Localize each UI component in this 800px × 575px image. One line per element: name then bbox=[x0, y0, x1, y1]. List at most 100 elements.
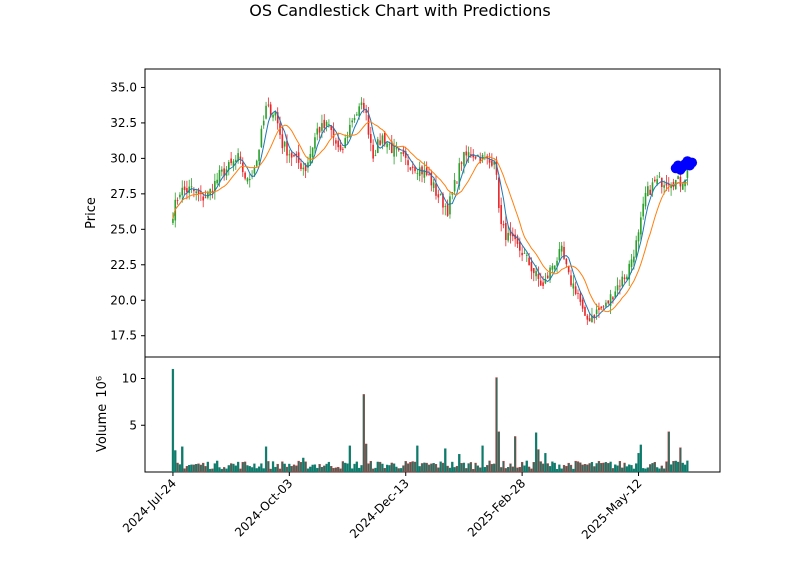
candle-body bbox=[584, 306, 586, 316]
x-tick-label: 2025-May-12 bbox=[579, 476, 645, 542]
candle-body bbox=[328, 124, 330, 125]
volume-bar bbox=[218, 467, 221, 473]
x-tick-label: 2024-Dec-13 bbox=[347, 476, 412, 541]
volume-bar bbox=[385, 464, 389, 473]
candle-body bbox=[356, 114, 358, 116]
volume-bar bbox=[390, 462, 393, 473]
volume-bar bbox=[427, 464, 431, 473]
volume-bar bbox=[632, 468, 635, 473]
volume-bar bbox=[469, 462, 473, 473]
volume-bar bbox=[232, 463, 235, 473]
volume-bar bbox=[306, 468, 310, 473]
volume-bar bbox=[439, 461, 442, 473]
volume-bar bbox=[651, 463, 654, 473]
volume-bar bbox=[574, 460, 577, 473]
candle-body bbox=[616, 285, 619, 291]
price-tick-label: 27.5 bbox=[110, 187, 137, 201]
candle-body bbox=[207, 192, 209, 198]
volume-bar bbox=[562, 464, 566, 473]
candle-body bbox=[474, 156, 477, 159]
candle-body bbox=[565, 258, 568, 265]
volume-bar bbox=[639, 444, 642, 473]
volume-bar bbox=[539, 461, 542, 473]
candle-body bbox=[539, 280, 542, 286]
candle-body bbox=[272, 114, 274, 118]
volume-bar bbox=[334, 467, 338, 473]
volume-bar bbox=[381, 463, 384, 473]
candle-body bbox=[365, 110, 367, 113]
volume-bar bbox=[344, 462, 347, 473]
volume-bar bbox=[595, 463, 598, 473]
candle-body bbox=[658, 176, 661, 178]
volume-bar bbox=[593, 466, 596, 473]
candle-body bbox=[558, 249, 561, 261]
candle-body bbox=[537, 273, 540, 279]
volume-bar bbox=[660, 465, 663, 473]
volume-bar bbox=[285, 466, 289, 473]
volume-bar bbox=[537, 449, 540, 473]
candle-body bbox=[488, 159, 491, 163]
candle-body bbox=[570, 275, 572, 286]
volume-bar bbox=[441, 462, 445, 473]
candle-body bbox=[358, 106, 360, 116]
volume-bar bbox=[404, 461, 407, 473]
candle-body bbox=[549, 267, 551, 280]
candle-body bbox=[414, 166, 416, 172]
volume-bar bbox=[423, 462, 426, 473]
volume-bar bbox=[346, 463, 349, 473]
candle-body bbox=[416, 173, 419, 175]
candle-body bbox=[525, 255, 528, 256]
candle-body bbox=[591, 315, 593, 323]
volume-bar bbox=[204, 466, 207, 473]
candle-body bbox=[586, 315, 589, 320]
candle-body bbox=[372, 144, 374, 159]
volume-bar bbox=[558, 464, 561, 473]
candle-body bbox=[439, 194, 442, 196]
volume-bar bbox=[246, 465, 249, 473]
candle-body bbox=[660, 177, 663, 187]
volume-bar bbox=[611, 468, 615, 473]
volume-bar bbox=[681, 462, 684, 473]
price-axis-label: Price bbox=[84, 197, 99, 229]
candle-body bbox=[637, 232, 640, 242]
volume-tick-label: 10 bbox=[122, 372, 137, 386]
candle-body bbox=[402, 150, 405, 155]
candle-body bbox=[588, 318, 591, 322]
volume-bar bbox=[425, 462, 428, 473]
volume-bar bbox=[514, 436, 517, 473]
volume-bar bbox=[444, 448, 447, 473]
volume-bar bbox=[323, 465, 326, 473]
candle-body bbox=[428, 174, 430, 176]
candle-body bbox=[551, 265, 554, 270]
volume-bar bbox=[495, 377, 498, 473]
volume-bar bbox=[460, 463, 463, 473]
volume-bar bbox=[353, 463, 356, 473]
volume-bar bbox=[409, 462, 412, 473]
volume-bar bbox=[185, 465, 189, 473]
volume-bar bbox=[635, 463, 638, 473]
candle-body bbox=[546, 275, 549, 279]
volume-panel-frame bbox=[144, 356, 721, 473]
candle-body bbox=[628, 263, 631, 280]
candle-body bbox=[383, 132, 386, 145]
candle-body bbox=[274, 112, 277, 116]
volume-bar bbox=[418, 466, 421, 473]
volume-bar bbox=[667, 431, 670, 473]
volume-bar bbox=[176, 462, 179, 473]
volume-bar bbox=[446, 465, 449, 473]
volume-bar bbox=[486, 465, 489, 473]
volume-bar bbox=[302, 457, 305, 473]
volume-bar bbox=[527, 466, 531, 473]
volume-bar bbox=[467, 463, 470, 473]
volume-bar bbox=[325, 463, 328, 473]
volume-bar bbox=[649, 464, 652, 473]
candle-body bbox=[505, 222, 507, 240]
candle-body bbox=[470, 154, 472, 156]
volume-bar bbox=[209, 468, 212, 473]
candle-body bbox=[407, 160, 409, 166]
volume-bar bbox=[518, 467, 521, 473]
candle-body bbox=[258, 149, 260, 162]
candle-body bbox=[195, 191, 198, 194]
volume-bar bbox=[341, 461, 345, 473]
volume-bar bbox=[274, 466, 277, 473]
